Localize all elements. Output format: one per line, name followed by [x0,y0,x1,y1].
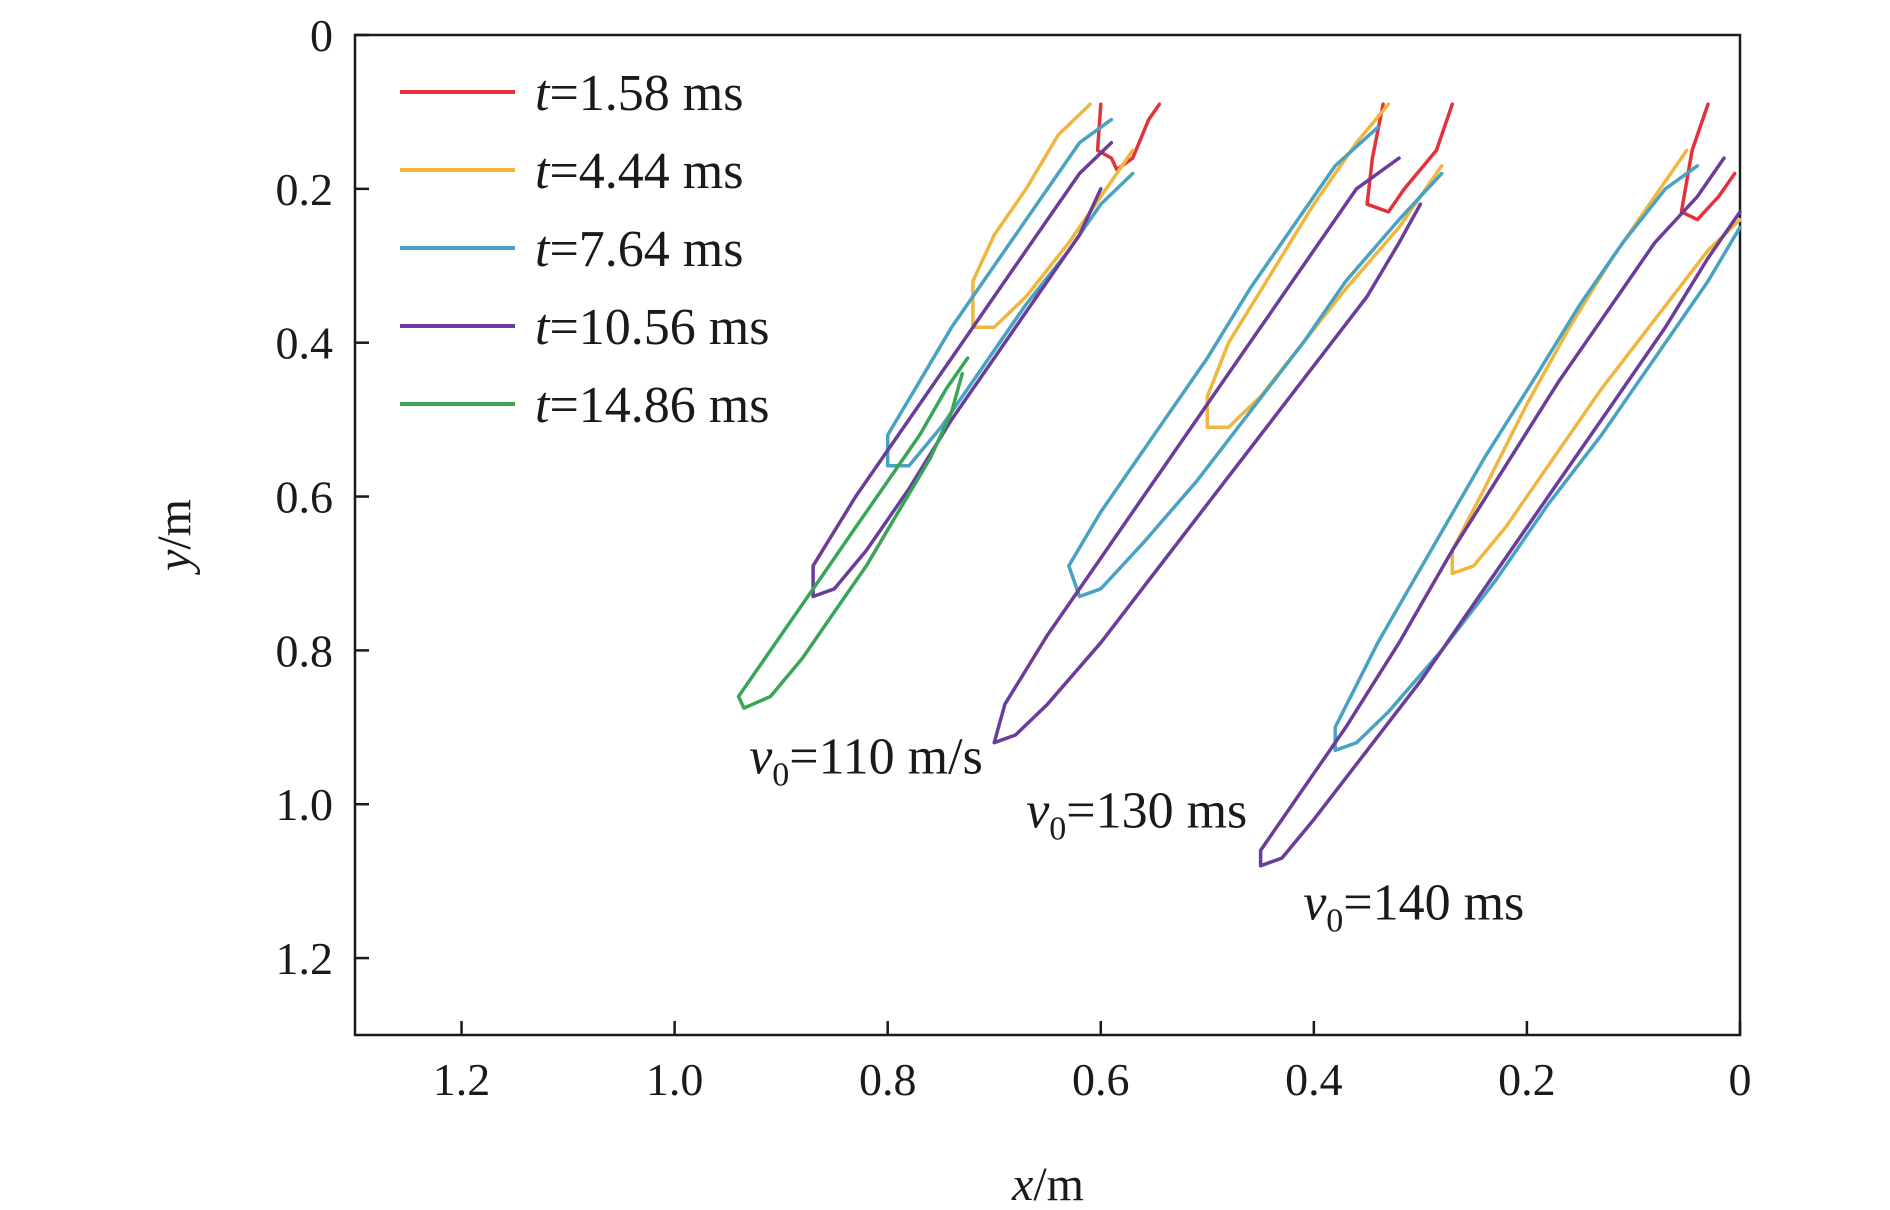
series-line-8 [1067,125,1444,599]
y-tick-label: 0.6 [276,472,334,523]
velocity-annotation: v0=140 ms [1303,875,1524,940]
series-line-10 [811,140,1114,599]
series-line-7 [885,117,1135,468]
legend-entry: t=7.64 ms [535,221,743,278]
velocity-annotation: v0=130 ms [1026,782,1247,847]
x-tick-label: 0.2 [1498,1054,1556,1105]
x-tick-label: 1.2 [433,1054,491,1105]
series-line-3 [1679,102,1737,222]
legend-entry: t=1.58 ms [535,65,743,122]
x-tick-label: 0 [1729,1054,1752,1105]
y-tick-label: 1.2 [276,933,334,984]
series-line-13 [736,356,970,710]
series-line-6 [1450,148,1742,576]
series-line-9 [1333,164,1742,753]
y-axis-label: y/m [148,499,201,576]
series-line-1 [1095,102,1162,172]
series-line-2 [1365,102,1455,214]
series-line-12 [1258,156,1742,868]
series-line-5 [1205,102,1444,430]
x-axis-label: x/m [1011,1158,1084,1210]
plot-frame [353,33,1742,1037]
velocity-annotation: v0=110 m/s [749,728,983,793]
legend-entry: t=4.44 ms [535,143,743,200]
x-tick-label: 0.4 [1285,1054,1343,1105]
y-tick-label: 0.2 [276,164,334,215]
x-tick-label: 0.8 [859,1054,917,1105]
legend-entry: t=14.86 ms [535,377,769,434]
x-tick-label: 1.0 [646,1054,704,1105]
y-tick-label: 0.8 [276,625,334,676]
y-tick-label: 0.4 [276,318,334,369]
legend-entry: t=10.56 ms [535,299,769,356]
y-tick-label: 1.0 [276,779,334,830]
y-tick-label: 0 [310,10,333,61]
series-line-11 [992,156,1423,745]
x-tick-label: 0.6 [1072,1054,1130,1105]
